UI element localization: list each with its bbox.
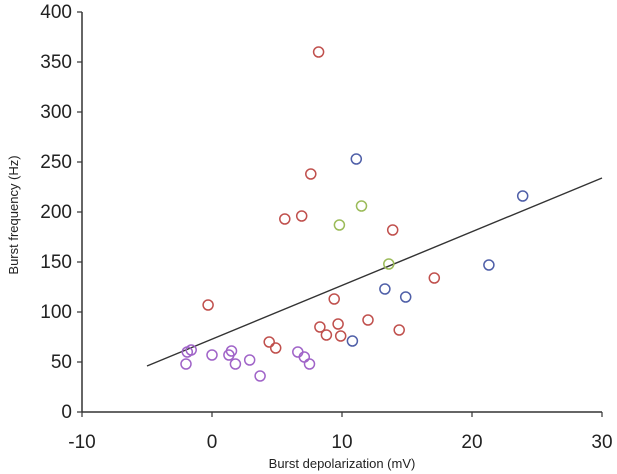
data-point [346,335,359,347]
data-point [383,258,395,270]
data-point [229,358,242,370]
data-point [399,291,412,303]
y-tick-label: 150 [40,252,72,273]
data-point [362,314,374,326]
data-point [254,370,266,382]
data-point [334,330,347,342]
data-point [483,259,495,271]
x-tick-label: -10 [68,432,95,453]
data-point [350,153,363,165]
trendline-layer [146,177,603,367]
y-tick-label: 400 [40,2,72,23]
data-point [332,318,344,330]
data-point [181,346,194,358]
data-point [206,349,218,361]
data-point [516,190,529,202]
data-point [303,358,316,370]
y-tick-label: 350 [40,52,72,73]
data-point [328,293,340,305]
data-point [386,224,399,236]
x-tick-label: 20 [461,432,482,453]
data-point [295,210,308,222]
data-point [305,168,317,180]
data-point [298,351,311,363]
data-point [314,321,326,333]
data-point [355,200,368,212]
y-tick-label: 100 [40,302,72,323]
x-tick-label: 10 [331,432,352,453]
data-point [269,342,282,354]
data-points [180,46,529,382]
x-axis-title: Burst depolarization (mV) [269,456,416,471]
data-point [393,324,405,336]
data-point [202,299,214,311]
trendline [146,177,603,367]
data-point [333,219,346,231]
data-point [243,354,256,366]
data-point [320,329,333,341]
data-point [379,283,391,295]
data-point [180,358,192,370]
y-tick-label: 250 [40,152,72,173]
data-point [223,349,235,361]
x-tick-label: 0 [207,432,218,453]
y-tick-label: 200 [40,202,72,223]
y-axis-title: Burst frequency (Hz) [6,155,21,274]
data-point [312,46,325,58]
axes: 0 50 100 150 200 250 300 350 400 -10 0 10 20 30 [40,2,612,453]
y-tick-label: 0 [61,402,72,423]
data-point [263,336,275,348]
y-tick-label: 50 [51,352,72,373]
y-tick-label: 300 [40,102,72,123]
data-point [428,272,441,284]
x-tick-label: 30 [591,432,612,453]
data-point [279,213,291,225]
data-point [292,346,304,358]
